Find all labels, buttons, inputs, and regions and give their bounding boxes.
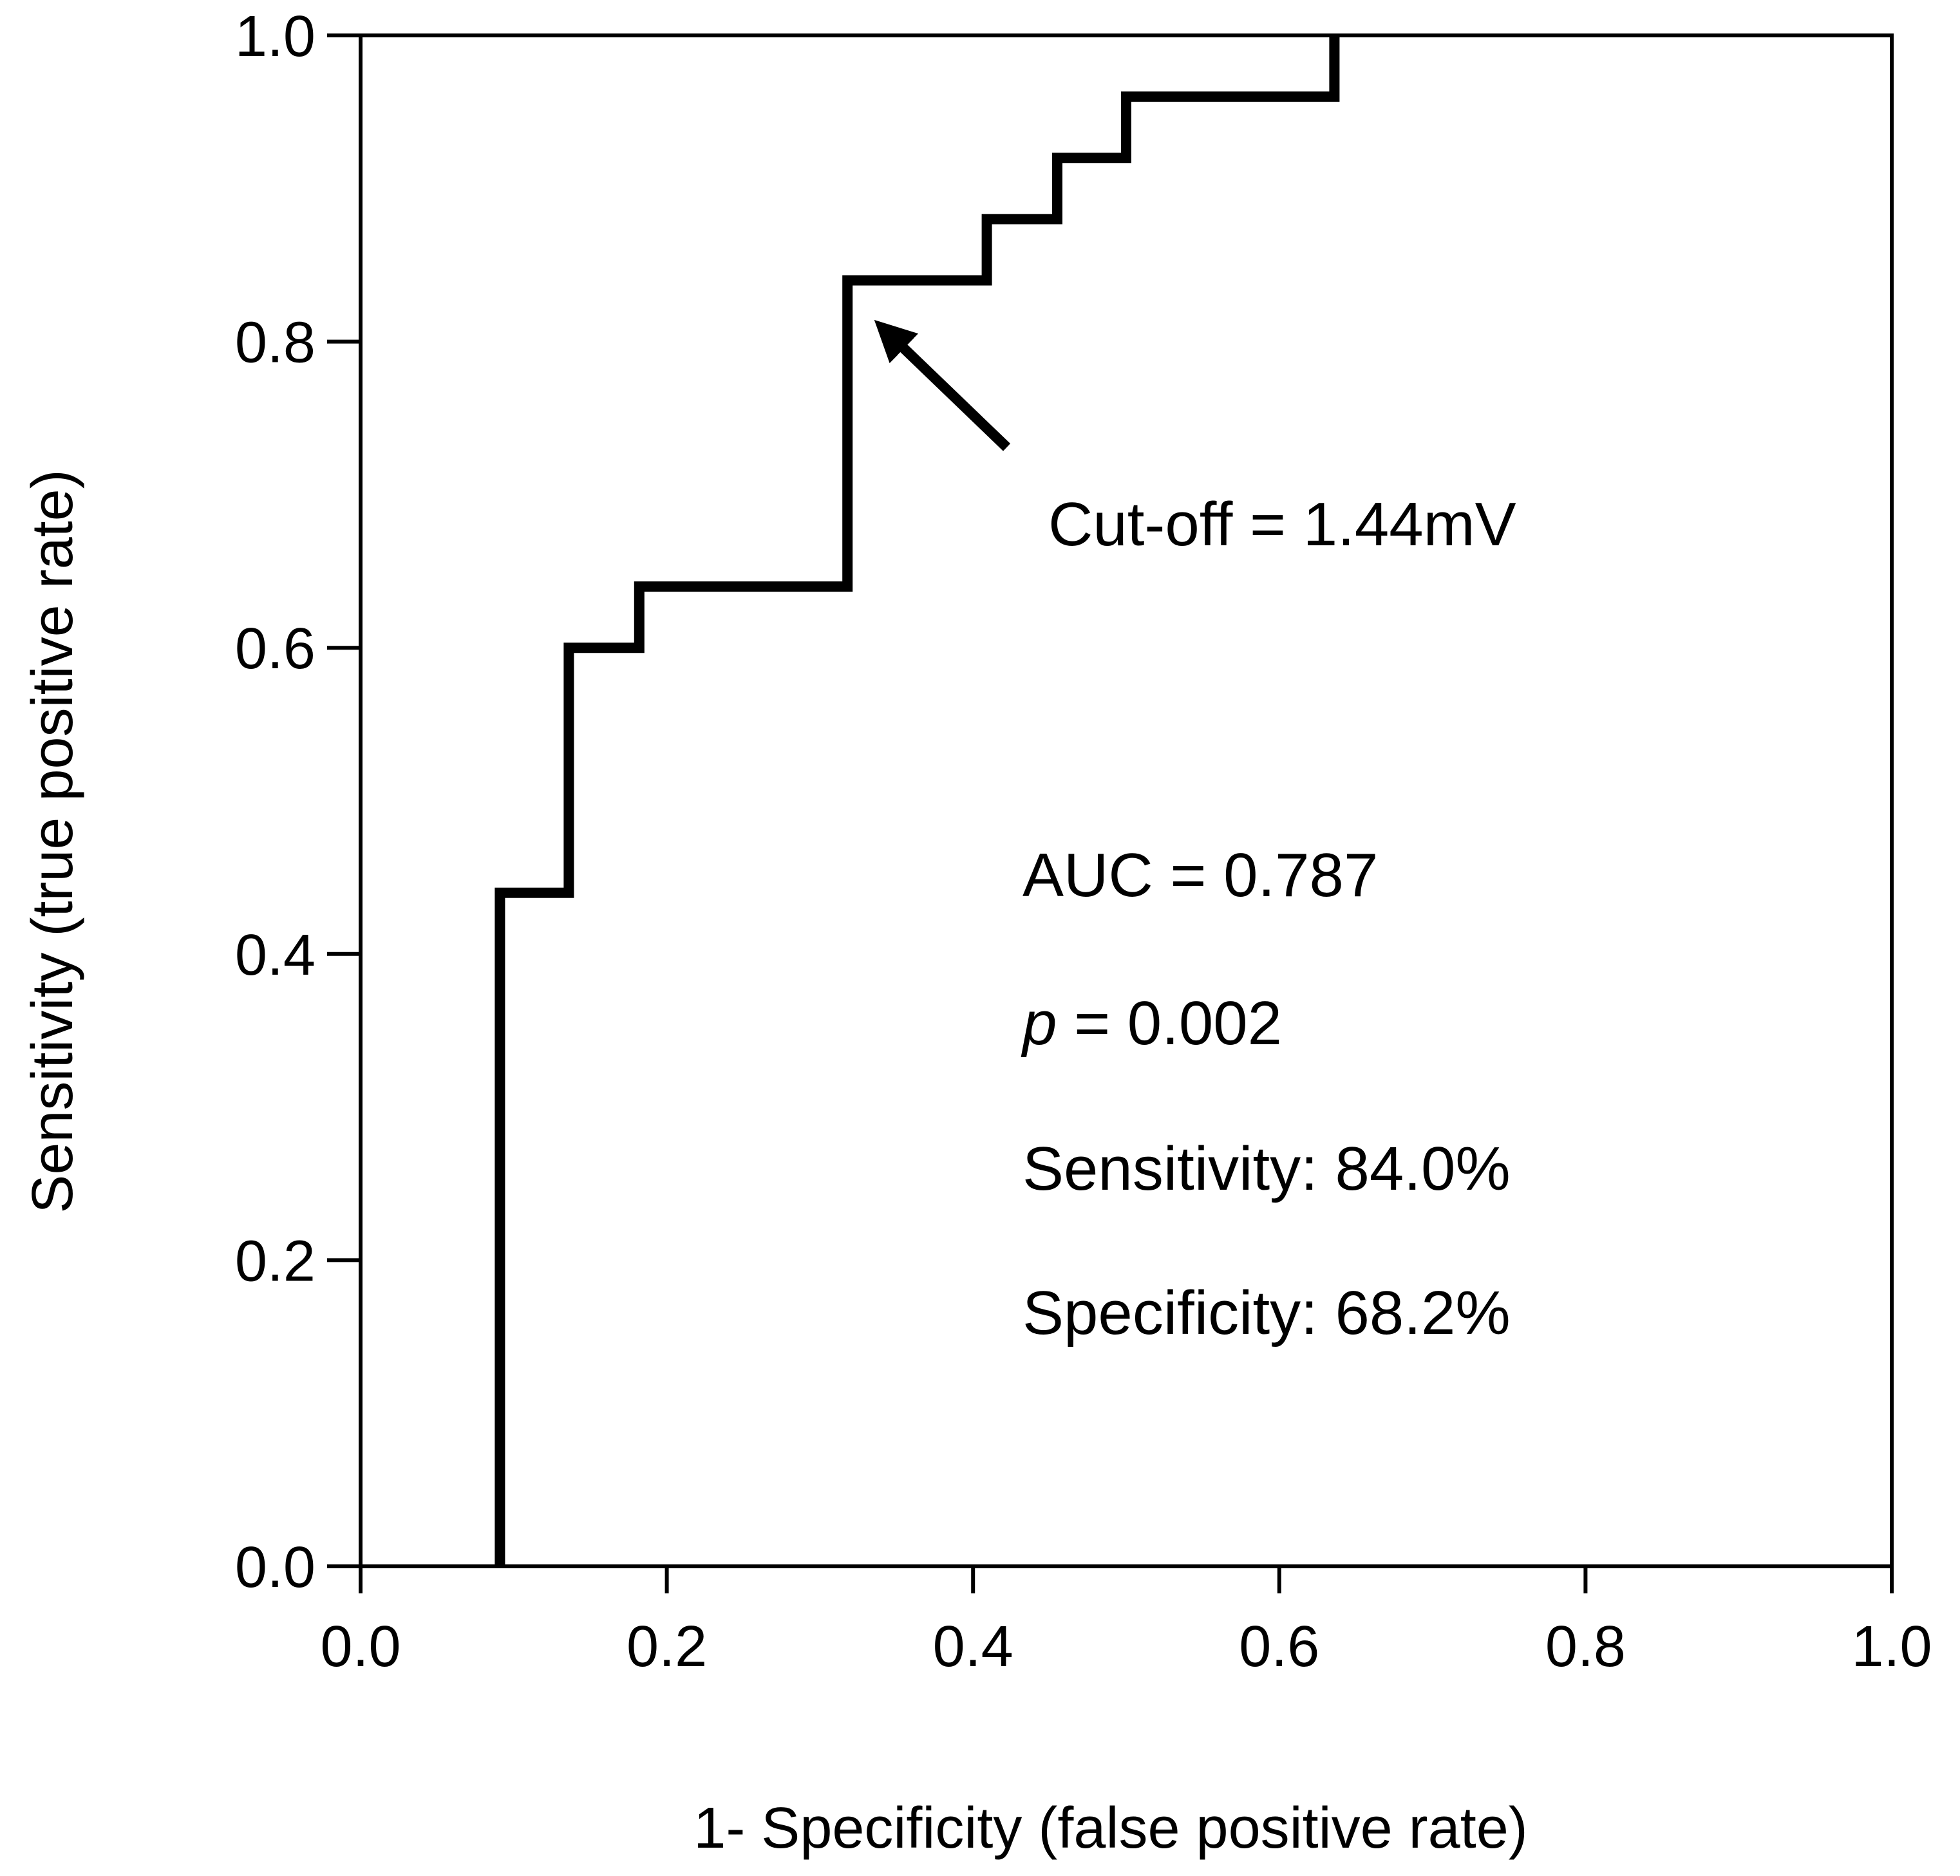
roc-curve [495, 35, 1340, 1566]
y-tick-label: 0.8 [235, 311, 316, 375]
plot-frame [359, 33, 1894, 1568]
y-tick-label: 0.0 [235, 1535, 316, 1600]
x-tick-label: 0.6 [1239, 1615, 1319, 1679]
x-tick-label: 0.0 [320, 1615, 400, 1679]
cutoff-annotation: Cut-off = 1.44mV [1048, 490, 1516, 559]
x-axis-title: 1- Specificity (false positive rate) [693, 1796, 1527, 1861]
p-symbol: p [1021, 989, 1057, 1058]
x-tick-label: 0.2 [627, 1615, 707, 1679]
y-tick-label: 0.4 [235, 923, 316, 988]
cutoff-arrow [874, 319, 1011, 451]
y-tick-label: 1.0 [235, 5, 316, 69]
p-value-text: = 0.002 [1057, 989, 1282, 1058]
x-tick-label: 0.8 [1545, 1615, 1626, 1679]
p-value-annotation: p = 0.002 [1021, 989, 1282, 1058]
sensitivity-annotation: Sensitivity: 84.0% [1022, 1134, 1511, 1203]
x-tick-label: 1.0 [1851, 1615, 1932, 1679]
y-tick-label: 0.6 [235, 617, 316, 681]
y-axis-title: Sensitivity (true positive rate) [21, 469, 85, 1213]
y-tick-label: 0.2 [235, 1229, 316, 1293]
auc-annotation: AUC = 0.787 [1022, 841, 1378, 910]
specificity-annotation: Specificity: 68.2% [1022, 1279, 1511, 1347]
x-tick-label: 0.4 [933, 1615, 1013, 1679]
